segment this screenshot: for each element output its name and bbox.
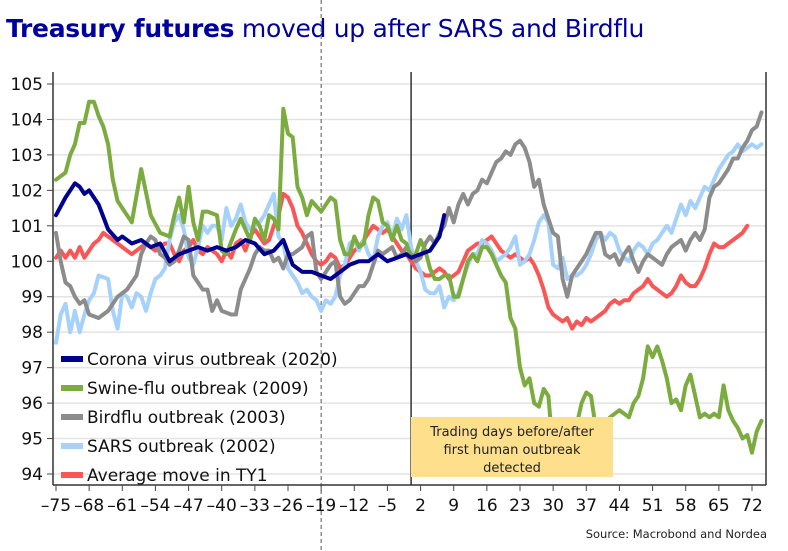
y-axis-ticks: 94 95 96 97 98 99 100 101 102 103 104 105: [11, 75, 53, 485]
y-tick-label: 98: [21, 323, 43, 343]
x-tick-label: 65: [708, 496, 730, 516]
x-tick-label: 58: [675, 496, 697, 516]
x-tick-label: –12: [339, 496, 369, 516]
series-line-sars-outbreak-2002: [54, 142, 764, 345]
x-tick-label: –61: [107, 496, 137, 516]
axes: [52, 72, 767, 486]
x-tick-label: 16: [476, 496, 498, 516]
annotation-line-2: first human outbreak: [443, 443, 581, 458]
x-tick-label: –19: [306, 496, 336, 516]
y-tick-label: 102: [11, 181, 43, 201]
x-tick-label: 30: [542, 496, 564, 516]
x-tick-label: –54: [140, 496, 170, 516]
legend-swatch: [61, 356, 83, 362]
x-tick-label: –40: [207, 496, 237, 516]
annotation-box: Trading days before/after first human ou…: [411, 417, 613, 477]
x-tick-label: 37: [575, 496, 597, 516]
y-tick-label: 101: [11, 217, 43, 237]
legend-swatch: [61, 385, 83, 391]
y-tick-label: 104: [11, 110, 43, 130]
y-tick-label: 95: [21, 430, 43, 450]
series-line-corona-virus-outbreak-2020: [54, 181, 447, 281]
legend-swatch: [61, 472, 83, 478]
x-tick-label: –5: [378, 496, 397, 516]
y-tick-label: 100: [11, 252, 43, 272]
legend-label: SARS outbreak (2002): [87, 437, 276, 457]
x-tick-label: 72: [741, 496, 763, 516]
legend-label: Birdflu outbreak (2003): [87, 408, 286, 428]
annotation-line-3: detected: [483, 461, 541, 476]
y-tick-label: 99: [21, 288, 43, 308]
y-tick-label: 96: [21, 394, 43, 414]
legend-swatch: [61, 443, 83, 449]
y-tick-label: 97: [21, 359, 43, 379]
x-tick-label: 23: [509, 496, 531, 516]
x-tick-label: –33: [240, 496, 270, 516]
source-note: Source: Macrobond and Nordea: [586, 527, 767, 541]
series-lines: [54, 99, 764, 462]
chart-title: Treasury futures moved up after SARS and…: [6, 14, 644, 43]
legend-swatch: [61, 414, 83, 420]
legend-label: Corona virus outbreak (2020): [87, 350, 338, 370]
series-line-birdflu-outbreak-2003: [54, 110, 764, 320]
x-axis-ticks: –75 –68 –61 –54 –47 –40 –33 –26 –19 –12 –5 2 9 16 23 30…: [41, 485, 763, 516]
x-tick-label: –47: [174, 496, 204, 516]
chart-title-bold: Treasury futures: [6, 14, 235, 43]
chart-title-rest: moved up after SARS and Birdflu: [234, 14, 645, 43]
x-tick-label: 44: [609, 496, 631, 516]
annotation-line-1: Trading days before/after: [429, 425, 594, 440]
legend-label: Swine-flu outbreak (2009): [87, 379, 309, 399]
y-tick-label: 94: [21, 465, 43, 485]
x-tick-label: –75: [41, 496, 71, 516]
annotation-background: [411, 417, 613, 477]
y-tick-label: 105: [11, 75, 43, 95]
series-line-average-move-in-ty1: [54, 191, 750, 331]
y-tick-label: 103: [11, 146, 43, 166]
x-tick-label: –68: [74, 496, 104, 516]
x-tick-label: –26: [273, 496, 303, 516]
legend-label: Average move in TY1: [87, 466, 268, 486]
x-tick-label: 51: [642, 496, 664, 516]
x-tick-label: 2: [415, 496, 426, 516]
x-tick-label: 9: [448, 496, 459, 516]
legend: Corona virus outbreak (2020) Swine-flu ou…: [61, 350, 338, 486]
